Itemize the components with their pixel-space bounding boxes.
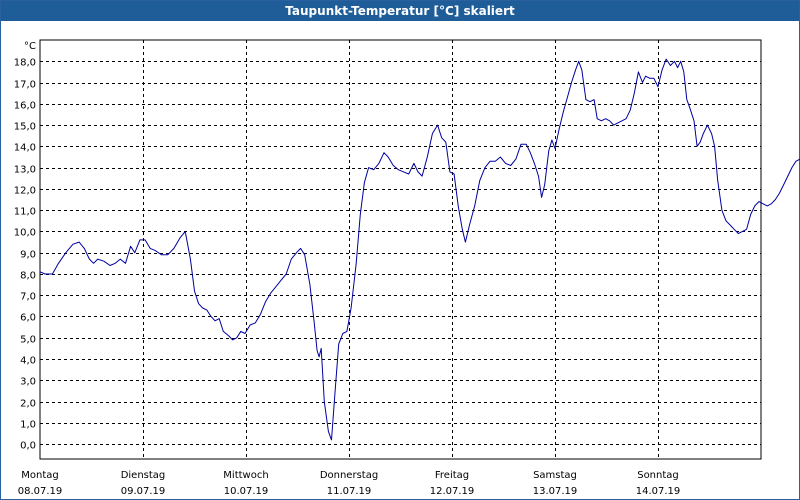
x-day-label: Mittwoch: [223, 470, 268, 481]
x-day-label: Samstag: [533, 470, 577, 481]
y-tick-label: 16,0: [14, 101, 36, 112]
y-tick-label: 4,0: [20, 356, 36, 367]
x-day-label: Dienstag: [121, 470, 166, 481]
y-tick-label: 6,0: [20, 313, 36, 324]
y-tick-label: 3,0: [20, 377, 36, 388]
y-tick-label: 5,0: [20, 335, 36, 346]
y-axis: 0,0 1,0 2,0 3,0 4,0 5,0 6,0 7,0 8,0 9,0 10,0 11,0 12…: [14, 41, 36, 452]
y-tick-label: 2,0: [20, 399, 36, 410]
plot-area-border: [39, 39, 762, 460]
y-tick-label: 11,0: [14, 207, 36, 218]
y-tick-label: 14,0: [14, 143, 36, 154]
chart-title: Taupunkt-Temperatur [°C] skaliert: [1, 1, 799, 21]
x-date-label: 13.07.19: [533, 486, 578, 497]
y-tick-label: 10,0: [14, 228, 36, 239]
x-day-label: Donnerstag: [320, 470, 378, 481]
y-tick-label: 0,0: [20, 441, 36, 452]
x-date-label: 10.07.19: [224, 486, 269, 497]
x-date-label: 12.07.19: [430, 486, 475, 497]
y-tick-label: 15,0: [14, 122, 36, 133]
y-tick-label: 18,0: [14, 58, 36, 69]
y-tick-label: 12,0: [14, 186, 36, 197]
grid: [40, 40, 761, 459]
y-tick-label: 9,0: [20, 250, 36, 261]
x-date-label: 11.07.19: [327, 486, 372, 497]
y-tick-label: 8,0: [20, 271, 36, 282]
series-group: [39, 58, 800, 441]
x-date-label: 14.07.19: [636, 486, 681, 497]
x-day-label: Sonntag: [637, 470, 679, 481]
y-tick-label: 7,0: [20, 292, 36, 303]
x-day-label: Montag: [21, 470, 58, 481]
x-axis: Montag 08.07.19 Dienstag 09.07.19 Mittwoch 10…: [18, 470, 681, 497]
x-date-label: 09.07.19: [121, 486, 166, 497]
y-axis-unit-label: °C: [24, 41, 36, 52]
y-tick-label: 13,0: [14, 165, 36, 176]
y-tick-label: 17,0: [14, 80, 36, 91]
y-tick-label: 1,0: [20, 420, 36, 431]
x-date-label: 08.07.19: [18, 486, 63, 497]
series-line: [39, 58, 800, 441]
x-day-label: Freitag: [435, 470, 469, 481]
